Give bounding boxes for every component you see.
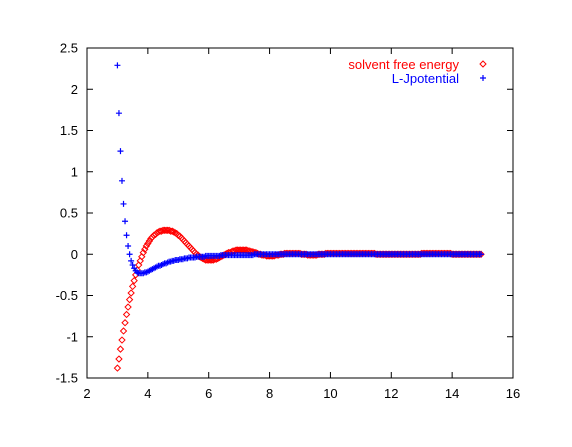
legend-plus-glyph xyxy=(480,75,486,81)
y-tick-label: 1 xyxy=(71,164,78,179)
y-tick-label: -1 xyxy=(66,329,78,344)
data-point-diamond xyxy=(162,226,170,235)
y-tick-label: 1.5 xyxy=(60,123,78,138)
data-point-plus xyxy=(114,62,121,69)
legend-marker-plus xyxy=(480,75,486,81)
x-tick-label: 16 xyxy=(506,386,520,401)
data-point-diamond xyxy=(144,239,152,248)
data-point-diamond xyxy=(116,345,125,353)
legend-marker-diamond xyxy=(479,60,487,68)
data-point-diamond xyxy=(125,295,134,304)
data-point-diamond xyxy=(118,336,126,344)
legend-label-lj-potential: L-Jpotential xyxy=(392,71,459,86)
y-tick-label: -0.5 xyxy=(56,288,78,303)
data-point-plus xyxy=(129,261,136,268)
data-point-plus xyxy=(120,200,127,207)
data-point-diamond xyxy=(115,355,123,363)
data-point-plus xyxy=(117,148,124,155)
axis-tick-labels: 2 4 6 8 10 12 14 16 -1.5 -1 -0.5 0 0.5 1 1.5 2 2.5 xyxy=(56,41,521,402)
data-point-plus xyxy=(115,110,122,117)
data-point-plus xyxy=(128,257,135,264)
legend-diamond-glyph xyxy=(479,60,487,68)
data-point-diamond xyxy=(127,289,135,297)
legend-label-solvent-free-energy: solvent free energy xyxy=(348,57,459,72)
data-point-plus xyxy=(118,177,125,184)
x-tick-label: 10 xyxy=(323,386,337,401)
data-point-diamond xyxy=(145,237,154,245)
data-point-diamond xyxy=(124,303,132,311)
series-layer xyxy=(113,62,485,372)
data-point-diamond xyxy=(142,242,151,250)
data-point-diamond xyxy=(128,282,137,291)
y-tick-label: -1.5 xyxy=(56,371,78,386)
plot-frame xyxy=(86,47,514,379)
legend: solvent free energy L-Jpotential xyxy=(348,57,487,86)
data-point-plus xyxy=(125,243,132,249)
x-tick-label: 14 xyxy=(445,386,459,401)
data-point-diamond xyxy=(130,276,138,285)
y-tick-label: 0 xyxy=(71,247,78,262)
data-point-diamond xyxy=(113,364,122,372)
y-tick-label: 2 xyxy=(71,82,78,97)
data-point-diamond xyxy=(119,327,128,335)
x-tick-label: 8 xyxy=(266,386,273,401)
data-point-plus xyxy=(123,232,130,239)
y-tick-label: 0.5 xyxy=(60,206,78,221)
x-tick-label: 4 xyxy=(144,386,151,401)
x-tick-label: 12 xyxy=(384,386,398,401)
series-solvent-free-energy xyxy=(113,226,485,372)
data-point-plus xyxy=(478,251,485,258)
data-point-diamond xyxy=(121,319,129,327)
data-point-plus xyxy=(122,218,129,225)
series-lj-potential xyxy=(114,62,485,277)
x-tick-label: 6 xyxy=(205,386,212,401)
data-point-plus xyxy=(126,251,133,258)
y-tick-label: 2.5 xyxy=(60,41,78,56)
x-tick-label: 2 xyxy=(83,386,90,401)
data-point-diamond xyxy=(122,310,131,319)
axis-ticks xyxy=(86,47,514,379)
